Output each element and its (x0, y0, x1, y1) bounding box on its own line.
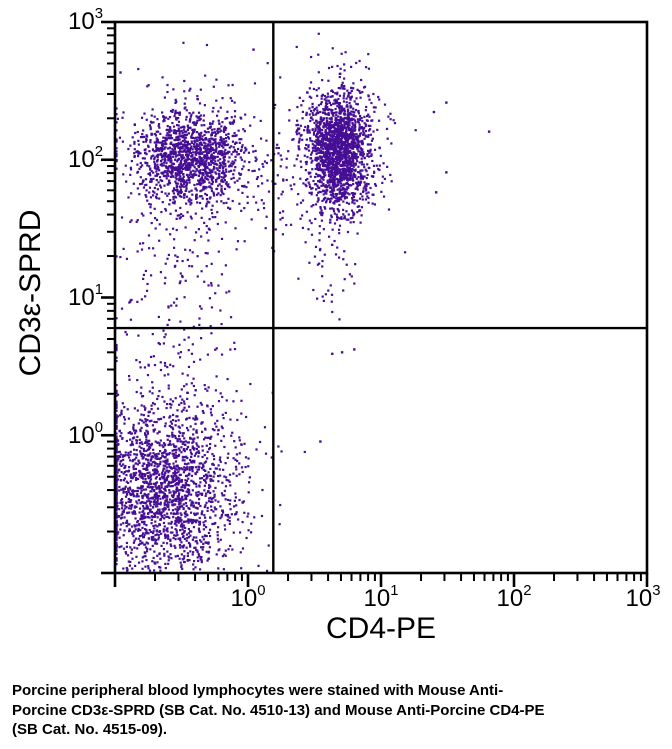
y-tick-label: 100 (68, 419, 103, 449)
x-tick-label: 103 (625, 582, 661, 612)
dot-plot-canvas (0, 0, 672, 600)
caption-line: Porcine peripheral blood lymphocytes wer… (12, 682, 504, 699)
figure-caption: Porcine peripheral blood lymphocytes wer… (12, 681, 545, 740)
y-tick-label: 103 (68, 5, 103, 35)
x-axis-label: CD4-PE (325, 612, 437, 645)
caption-line: Porcine CD3ε-SPRD (SB Cat. No. 4510-13) … (12, 701, 545, 719)
y-tick-label: 102 (68, 143, 103, 173)
x-tick-label: 100 (230, 582, 266, 612)
caption-line: (SB Cat. No. 4515-09). (12, 721, 168, 738)
y-tick-label: 101 (68, 281, 103, 311)
x-tick-label: 102 (496, 582, 532, 612)
y-axis-label: CD3ε-SPRD (14, 209, 47, 377)
x-tick-label: 101 (363, 582, 399, 612)
